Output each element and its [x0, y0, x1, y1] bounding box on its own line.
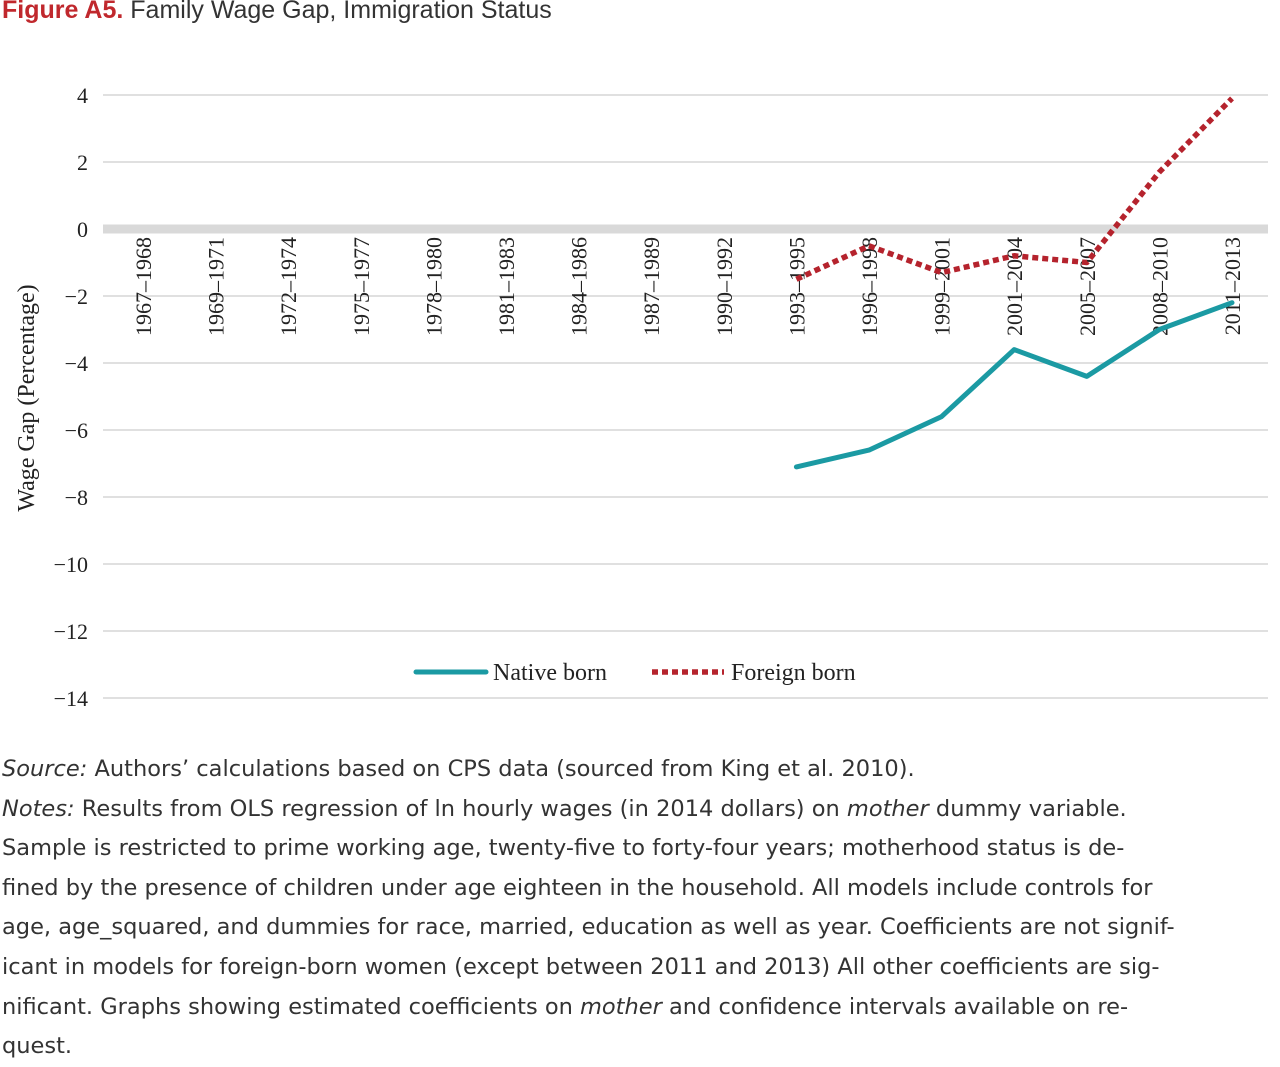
- y-tick-label: −8: [65, 485, 88, 510]
- source-line: Source: Authors’ calculations based on C…: [2, 750, 1278, 790]
- y-tick-label: −10: [54, 552, 88, 577]
- notes-label: Notes:: [2, 796, 75, 822]
- notes-line-6: nificant. Graphs showing estimated coeff…: [2, 988, 1278, 1028]
- gridlines: [103, 95, 1268, 698]
- figure-title: Figure A5. Family Wage Gap, Immigration …: [2, 0, 552, 25]
- notes-line-4: age, age_squared, and dummies for race, …: [2, 908, 1278, 948]
- x-tick-label: 1969–1971: [204, 237, 229, 336]
- x-tick-label: 1972–1974: [276, 237, 301, 336]
- notes-line-5: icant in models for foreign-born women (…: [2, 948, 1278, 988]
- x-axis-ticks: 1967–1968 1969–1971 1972–1974 1975–1977 1978…: [131, 237, 1245, 336]
- legend-label: Foreign born: [731, 660, 856, 686]
- y-tick-label: 0: [77, 217, 88, 242]
- notes-line-3: fined by the presence of children under …: [2, 869, 1278, 909]
- x-tick-label: 1984–1986: [567, 237, 592, 336]
- x-tick-label: 1990–1992: [712, 237, 737, 336]
- legend-label: Native born: [493, 660, 607, 686]
- x-tick-label: 1999–2001: [930, 237, 955, 336]
- y-tick-label: −14: [54, 686, 88, 711]
- x-tick-label: 1981–1983: [494, 237, 519, 336]
- x-tick-label: 1967–1968: [131, 237, 156, 336]
- y-axis-label: Wage Gap (Percentage): [14, 284, 40, 511]
- y-tick-label: −4: [65, 351, 88, 376]
- notes-emphasis: mother: [580, 994, 662, 1020]
- y-tick-label: −2: [65, 284, 88, 309]
- notes-emphasis: mother: [847, 796, 929, 822]
- notes-line-1: Notes: Results from OLS regression of ln…: [2, 790, 1278, 830]
- y-tick-label: 2: [77, 150, 88, 175]
- x-tick-label: 2008–2010: [1147, 237, 1172, 336]
- notes-text: dummy variable.: [929, 796, 1127, 822]
- x-tick-label: 2001–2004: [1002, 237, 1027, 336]
- source-text: Authors’ calculations based on CPS data …: [87, 756, 914, 782]
- y-axis-ticks: 4 2 0 −2 −4 −6 −8 −10 −12 −14: [54, 83, 88, 711]
- figure-label: Figure A5.: [2, 0, 123, 24]
- x-tick-label: 1978–1980: [421, 237, 446, 336]
- x-tick-label: 1993–1995: [784, 237, 809, 336]
- x-tick-label: 1975–1977: [349, 237, 374, 336]
- notes-line-7: quest.: [2, 1027, 1278, 1067]
- x-tick-label: 1987–1989: [639, 237, 664, 336]
- source-label: Source:: [2, 756, 87, 782]
- y-tick-label: −6: [65, 418, 88, 443]
- figure-title-text: Family Wage Gap, Immigration Status: [130, 0, 551, 24]
- notes-text: and confidence intervals available on re…: [662, 994, 1128, 1020]
- figure-notes: Source: Authors’ calculations based on C…: [2, 750, 1278, 1067]
- x-tick-label: 2005–2007: [1075, 237, 1100, 336]
- legend: Native born Foreign born: [416, 660, 856, 686]
- y-tick-label: −12: [54, 619, 88, 644]
- notes-text: Results from OLS regression of ln hourly…: [75, 796, 847, 822]
- x-tick-label: 2011–2013: [1220, 237, 1245, 335]
- notes-line-2: Sample is restricted to prime working ag…: [2, 829, 1278, 869]
- y-tick-label: 4: [77, 83, 88, 108]
- notes-text: nificant. Graphs showing estimated coeff…: [2, 994, 580, 1020]
